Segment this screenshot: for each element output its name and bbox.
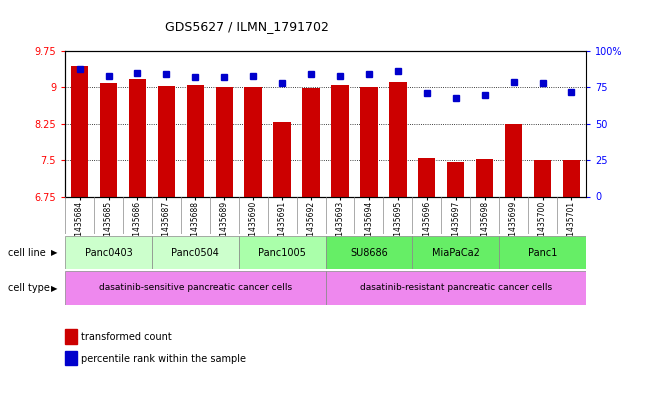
Bar [239, 236, 326, 269]
Bar [331, 84, 349, 196]
Bar [360, 88, 378, 196]
Bar [152, 236, 239, 269]
Bar [65, 236, 152, 269]
Bar [418, 158, 436, 196]
Bar [71, 66, 89, 196]
Text: dasatinib-resistant pancreatic cancer cells: dasatinib-resistant pancreatic cancer ce… [359, 283, 552, 292]
Bar [389, 82, 406, 196]
Bar [215, 88, 233, 196]
Text: Panc1005: Panc1005 [258, 248, 306, 257]
Bar [187, 85, 204, 196]
Text: Panc0504: Panc0504 [171, 248, 219, 257]
Bar [129, 79, 146, 196]
Text: cell line: cell line [8, 248, 46, 258]
Bar [505, 124, 522, 196]
Bar [562, 160, 580, 196]
Bar [412, 236, 499, 269]
Text: ▶: ▶ [51, 284, 57, 292]
Text: ▶: ▶ [51, 248, 57, 257]
Bar [65, 271, 326, 305]
Bar [326, 236, 412, 269]
Bar [447, 162, 464, 196]
Text: SU8686: SU8686 [350, 248, 388, 257]
Text: GDS5627 / ILMN_1791702: GDS5627 / ILMN_1791702 [165, 20, 329, 33]
Bar [302, 88, 320, 196]
Text: Panc1: Panc1 [528, 248, 557, 257]
Text: MiaPaCa2: MiaPaCa2 [432, 248, 480, 257]
Bar [245, 87, 262, 196]
Text: Panc0403: Panc0403 [85, 248, 132, 257]
Bar [326, 271, 586, 305]
Text: transformed count: transformed count [81, 332, 172, 342]
Bar [273, 122, 291, 196]
Bar [158, 86, 175, 196]
Bar [534, 160, 551, 196]
Text: cell type: cell type [8, 283, 49, 293]
Text: dasatinib-sensitive pancreatic cancer cells: dasatinib-sensitive pancreatic cancer ce… [99, 283, 292, 292]
Bar [476, 159, 493, 196]
Bar [100, 83, 117, 196]
Bar [499, 236, 586, 269]
Text: percentile rank within the sample: percentile rank within the sample [81, 354, 246, 364]
